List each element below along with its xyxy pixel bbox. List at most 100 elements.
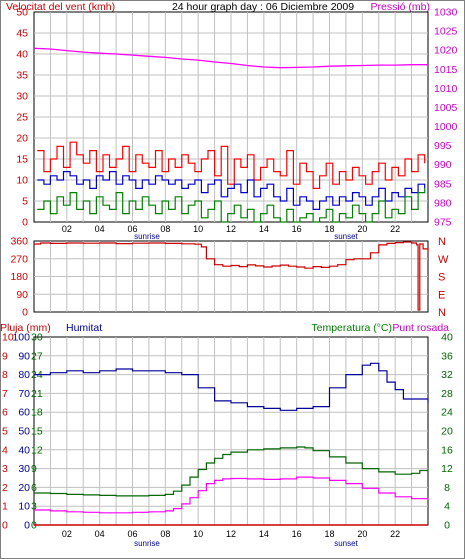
wind-speed-tick-30: 30 (16, 91, 28, 103)
temperature-left-tick-27: 27 (31, 350, 43, 362)
rain-axis-title: Pluja (mm) (0, 322, 51, 334)
temperature-right-tick-0: 0 (444, 520, 450, 532)
hour-tick-top-10: 10 (193, 224, 203, 234)
wind-speed-tick-25: 25 (16, 112, 28, 124)
hour-tick-top-22: 22 (390, 224, 400, 234)
humidity-tick-0: 0 (24, 520, 30, 532)
pressure-tick-1020: 1020 (434, 45, 458, 57)
rain-ticks: 0 1 2 3 4 5 6 7 8 9 10 (2, 332, 14, 532)
compass-tick-4: N (438, 307, 446, 319)
hour-tick-bottom-20: 20 (357, 529, 367, 539)
temperature-right-tick-40: 40 (441, 332, 453, 344)
compass-tick-3: E (438, 289, 445, 301)
sunset-label-top: sunset (334, 232, 358, 241)
hour-tick-top-08: 08 (160, 224, 170, 234)
wind-speed-tick-15: 15 (16, 154, 28, 166)
hour-tick-top-04: 04 (95, 224, 105, 234)
hour-tick-top-02: 02 (62, 224, 72, 234)
pressure-ticks: 975 980 985 990 995 1000 1005 1010 1015 1020 1025 1… (434, 7, 458, 229)
sunrise-label-bottom: sunrise (134, 539, 160, 548)
temperature-humidity-grid (34, 337, 428, 525)
wind-direction-series (34, 241, 429, 311)
humidity-line (34, 362, 429, 411)
pressure-tick-975: 975 (434, 217, 452, 229)
temperature-left-tick-9: 9 (31, 463, 37, 475)
temperature-right-tick-24: 24 (441, 407, 453, 419)
pressure-tick-1005: 1005 (434, 102, 458, 114)
wind-speed-tick-50: 50 (16, 7, 28, 19)
wind-direction-line (34, 241, 429, 311)
pressure-tick-1025: 1025 (434, 26, 458, 38)
temperature-right-tick-12: 12 (441, 463, 453, 475)
sunrise-label-top: sunrise (134, 232, 160, 241)
pressure-tick-1000: 1000 (434, 121, 458, 133)
dewpoint-line (34, 476, 429, 514)
hour-tick-top-16: 16 (292, 224, 302, 234)
graph-date-title: 24 hour graph day : 06 Diciembre 2009 (172, 1, 354, 13)
hour-tick-bottom-18: 18 (324, 529, 334, 539)
temperature-right-tick-16: 16 (441, 444, 453, 456)
hour-tick-bottom-10: 10 (193, 529, 203, 539)
hour-tick-bottom-16: 16 (292, 529, 302, 539)
rain-tick-10: 10 (2, 332, 14, 344)
wind-speed-tick-10: 10 (16, 175, 28, 187)
temperature-right-tick-8: 8 (444, 482, 450, 494)
compass-tick-2: S (438, 272, 445, 284)
pressure-axis-title: Pressió (mb) (370, 1, 430, 13)
compass-tick-0: N (438, 236, 446, 248)
wind-average-line (37, 171, 426, 210)
pressure-tick-1015: 1015 (434, 64, 458, 76)
hour-tick-bottom-08: 08 (160, 529, 170, 539)
hour-tick-bottom-14: 14 (259, 529, 269, 539)
hour-tick-top-06: 06 (127, 224, 137, 234)
pressure-tick-1010: 1010 (434, 83, 458, 95)
humidity-tick-100: 100 (12, 332, 30, 344)
rain-tick-2: 2 (2, 482, 8, 494)
wind-pressure-series (33, 47, 428, 223)
temperature-left-tick-12: 12 (31, 444, 43, 456)
pressure-tick-1030: 1030 (434, 7, 458, 19)
humidity-tick-40: 40 (18, 444, 30, 456)
temperature-axis-title: Temperatura (°C) (311, 322, 392, 334)
rain-tick-4: 4 (2, 444, 8, 456)
humidity-ticks: 0 10 20 30 40 50 60 70 80 90 100 (12, 332, 30, 532)
temperature-right-tick-28: 28 (441, 388, 453, 400)
humidity-tick-50: 50 (18, 426, 30, 438)
temperature-left-tick-3: 3 (31, 501, 37, 513)
hour-tick-bottom-02: 02 (62, 529, 72, 539)
direction-tick-180: 180 (10, 271, 28, 283)
temperature-left-tick-6: 6 (31, 482, 37, 494)
temperature-right-tick-32: 32 (441, 369, 453, 381)
hour-tick-top-20: 20 (357, 224, 367, 234)
wind-speed-tick-5: 5 (22, 196, 28, 208)
compass-tick-1: W (438, 254, 449, 266)
hour-tick-bottom-22: 22 (390, 529, 400, 539)
rain-tick-1: 1 (2, 501, 8, 513)
wind-direction-grid (34, 241, 428, 312)
rain-tick-0: 0 (2, 520, 8, 532)
wind-speed-ticks: 0 5 10 15 20 25 30 35 40 45 50 (16, 7, 28, 229)
sunset-label-bottom: sunset (334, 539, 358, 548)
direction-tick-90: 90 (16, 289, 28, 301)
humidity-tick-30: 30 (18, 463, 30, 475)
rain-tick-8: 8 (2, 369, 8, 381)
wind-pressure-grid (34, 12, 428, 222)
hour-tick-bottom-12: 12 (226, 529, 236, 539)
pressure-tick-995: 995 (434, 140, 452, 152)
wind-direction-degree-ticks: 0 90 180 270 360 (10, 236, 28, 319)
direction-tick-270: 270 (10, 253, 28, 265)
humidity-tick-70: 70 (18, 388, 30, 400)
humidity-axis-title: Humitat (66, 322, 102, 334)
hour-tick-top-14: 14 (259, 224, 269, 234)
humidity-tick-20: 20 (18, 482, 30, 494)
wind-speed-tick-45: 45 (16, 28, 28, 40)
rain-tick-5: 5 (2, 426, 8, 438)
humidity-tick-90: 90 (18, 350, 30, 362)
temperature-left-tick-21: 21 (31, 388, 43, 400)
wind-pressure-hour-ticks: 02 04 06 08 10 12 14 16 18 20 22 (62, 224, 400, 234)
